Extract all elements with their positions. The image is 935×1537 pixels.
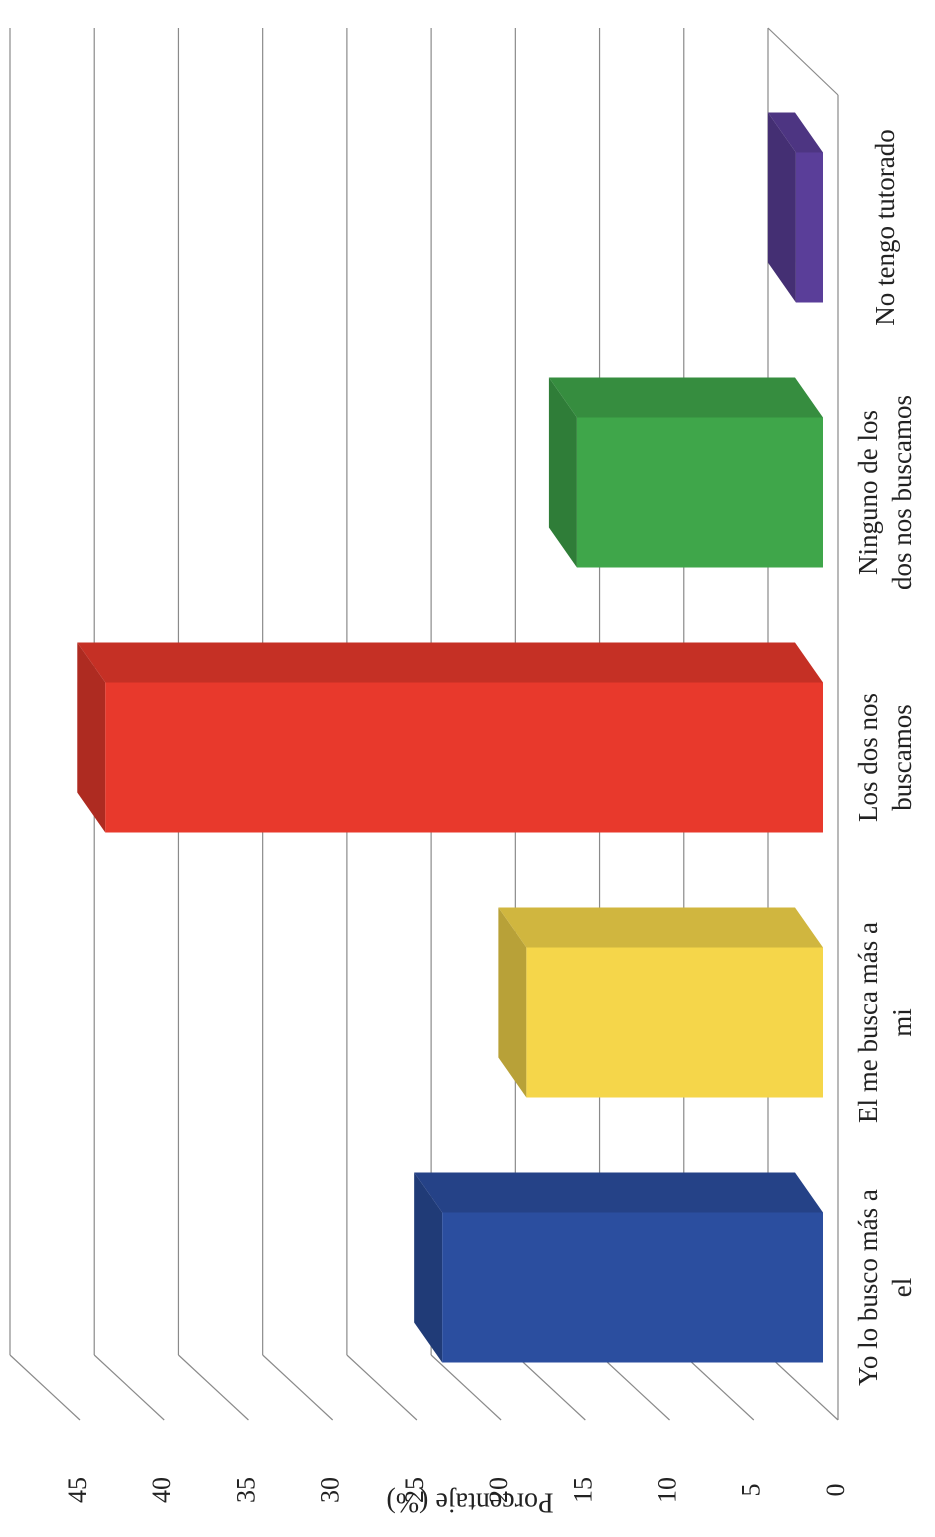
gridline-floor [599, 1354, 670, 1421]
bar-side-face [767, 112, 823, 153]
category-label: el [887, 1278, 917, 1298]
category-label: mi [887, 1008, 917, 1037]
bar [442, 1212, 823, 1363]
y-tick-label: 25 [400, 1477, 429, 1503]
bar-end-face [414, 1172, 443, 1363]
bar-group [548, 377, 823, 568]
bar-group [414, 1172, 823, 1363]
bars [77, 112, 824, 1363]
category-label: Yo lo busco más a [853, 1189, 883, 1386]
y-tick-label: 30 [316, 1477, 345, 1503]
bar-end-face [767, 112, 796, 303]
category-label: buscamos [887, 704, 917, 810]
gridline-floor [430, 1354, 502, 1421]
y-tick-label: 5 [737, 1484, 766, 1497]
bar [576, 417, 823, 568]
y-tick-label: 35 [231, 1477, 260, 1503]
gridline-floor [93, 1354, 165, 1421]
y-axis-label: Porcentaje (%) [386, 1487, 553, 1518]
bar-side-face [414, 1172, 823, 1213]
bar-side-face [77, 642, 824, 683]
y-tick-label: 20 [484, 1477, 513, 1503]
gridline-floor [346, 1354, 418, 1421]
gridline-floor [767, 1354, 839, 1421]
y-tick-label: 0 [821, 1484, 850, 1497]
bar-side-face [548, 377, 823, 418]
gridline-floor [514, 1354, 586, 1421]
y-tick-label: 45 [63, 1477, 92, 1503]
bar-group [767, 112, 823, 303]
gridline-floor [178, 1354, 249, 1421]
bar [105, 682, 824, 833]
gridline-floor [9, 1354, 81, 1421]
category-label: El me busca más a [853, 922, 883, 1123]
bar-group [498, 907, 823, 1098]
frame-edge [767, 27, 839, 96]
category-label: No tengo tutorado [870, 129, 900, 325]
category-label: dos nos buscamos [887, 395, 917, 590]
bar [526, 947, 823, 1098]
category-labels: Yo lo busco más a el El me busca más a mi Lo… [853, 129, 917, 1386]
y-tick-label: 15 [568, 1477, 597, 1503]
bar-side-face [498, 907, 823, 948]
y-tick-label: 40 [147, 1477, 176, 1503]
bar-end-face [77, 642, 106, 833]
y-tick-labels: 0 5 10 15 20 25 30 35 40 45 [63, 1477, 850, 1503]
gridline-floor [262, 1354, 334, 1421]
category-label: Los dos nos [853, 693, 883, 822]
bar-end-face [548, 377, 577, 568]
bar [795, 152, 823, 303]
bar-group [77, 642, 824, 833]
category-label: Ninguno de los [853, 410, 883, 575]
y-tick-label: 10 [653, 1477, 682, 1503]
gridline-floor [683, 1354, 755, 1421]
bar-end-face [498, 907, 527, 1098]
